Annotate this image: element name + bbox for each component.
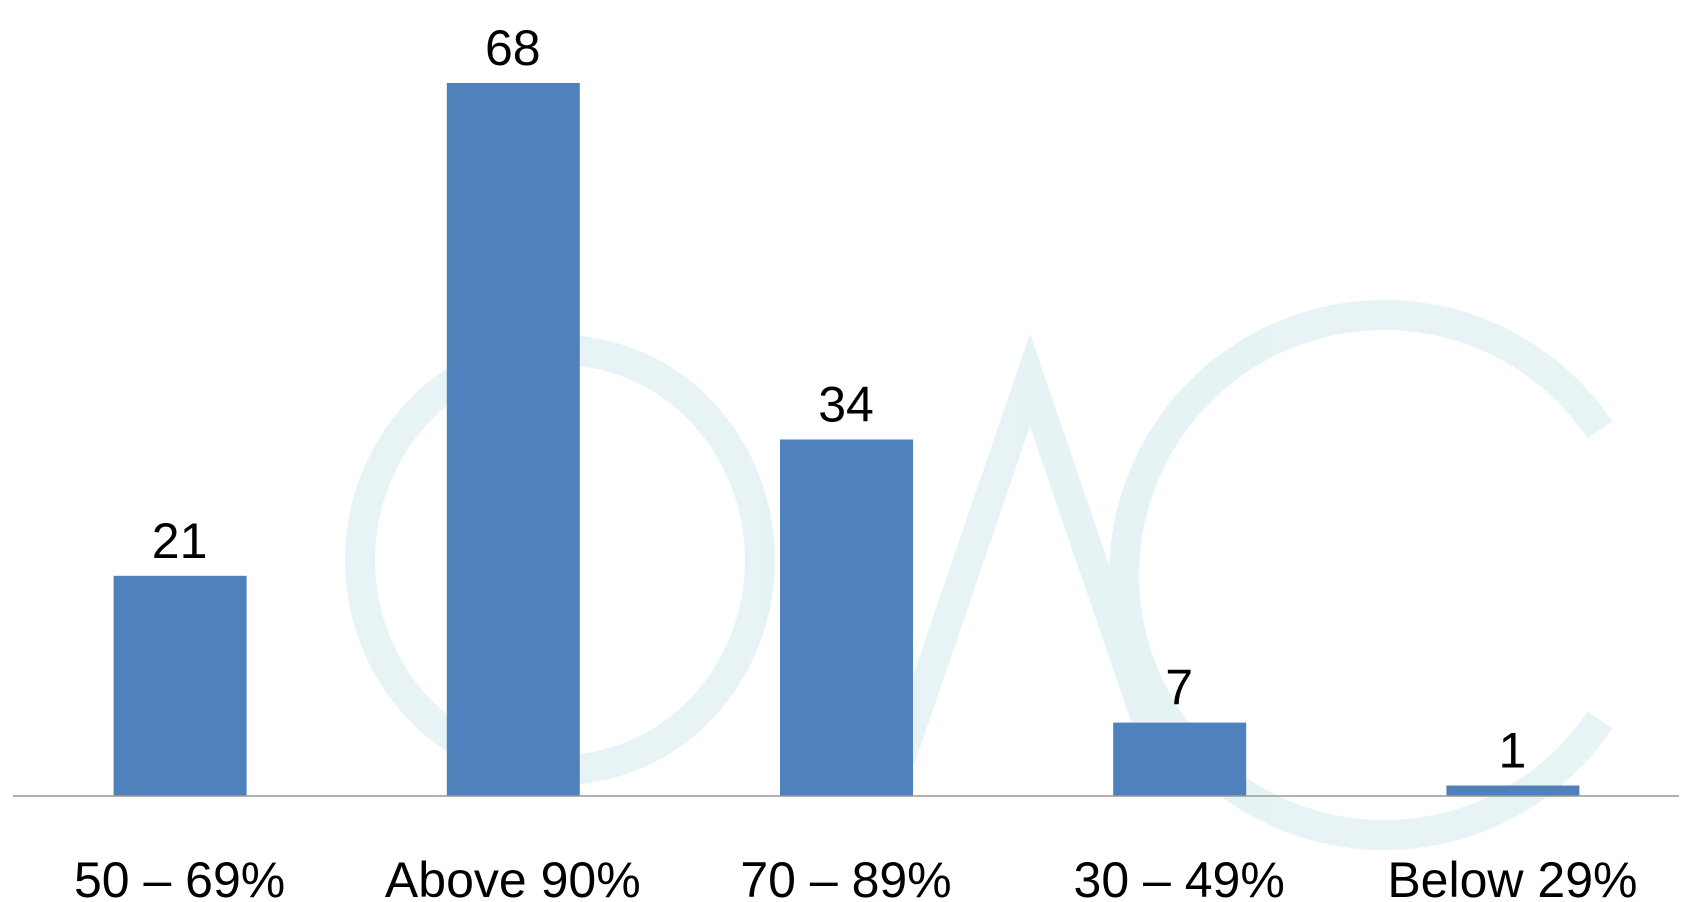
bar: [1446, 785, 1580, 796]
x-tick-label: Below 29%: [1387, 852, 1637, 902]
bar: [446, 83, 580, 796]
x-tick-label: Above 90%: [385, 852, 641, 902]
data-label: 21: [152, 513, 208, 569]
x-tick-label: 30 – 49%: [1074, 852, 1285, 902]
bar: [780, 439, 913, 796]
data-label: 34: [818, 377, 874, 433]
x-tick-label: 70 – 89%: [740, 852, 951, 902]
bar: [1113, 722, 1247, 796]
data-label: 7: [1165, 660, 1193, 716]
data-label: 1: [1498, 723, 1526, 779]
data-label: 68: [485, 20, 541, 76]
x-tick-label: 50 – 69%: [74, 852, 285, 902]
bar: [113, 575, 247, 796]
